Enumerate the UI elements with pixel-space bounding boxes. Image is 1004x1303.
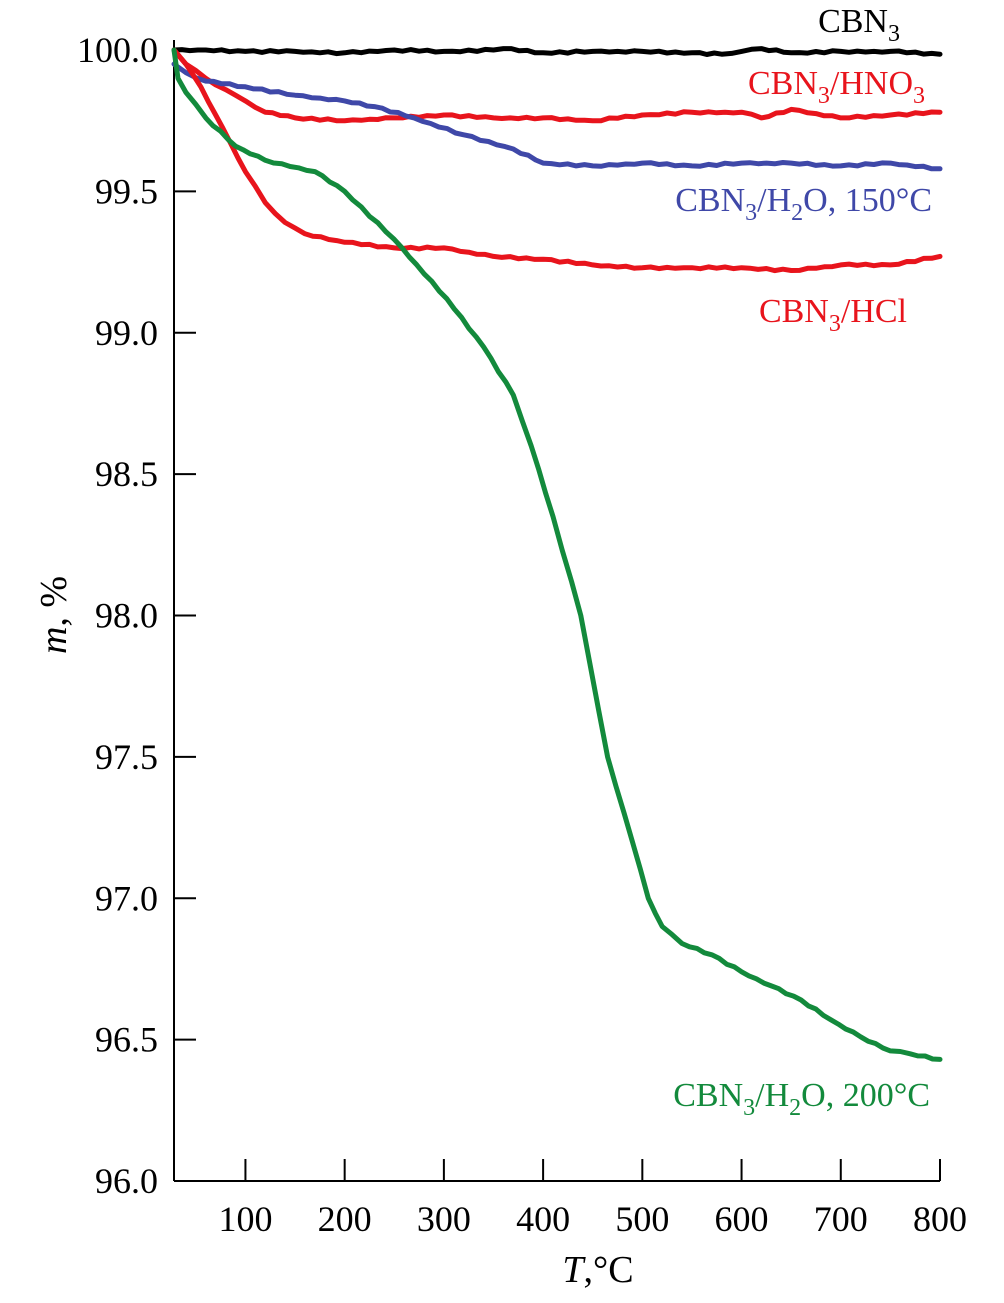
series-label-2: CBN3/H2O, 150°C [675, 182, 932, 226]
y-tick-label: 98.0 [95, 596, 158, 636]
label-part: 3 [745, 200, 757, 226]
y-axis-title: m, % [33, 576, 75, 654]
y-tick-label: 96.0 [95, 1161, 158, 1201]
x-tick-label: 800 [913, 1199, 967, 1239]
label-part: 2 [789, 1095, 801, 1121]
series-label-0: CBN3 [818, 3, 900, 47]
x-tick-label: 500 [615, 1199, 669, 1239]
series-lines [171, 46, 943, 1062]
series-label-1: CBN3/HNO3 [748, 65, 925, 109]
y-tick-label: 97.5 [95, 737, 158, 777]
label-part: O, 150°C [803, 182, 932, 219]
y-tick-label: 96.5 [95, 1020, 158, 1060]
series-line-1 [171, 47, 943, 124]
x-tick-label: 200 [318, 1199, 372, 1239]
label-part: CBN [818, 3, 888, 40]
label-part: 3 [888, 21, 900, 47]
label-part: 3 [913, 83, 925, 109]
axes: 100 200 300 400 500 600 700 800 96.0 96.5 97.0 97.5… [77, 30, 967, 1239]
y-tick-label: 97.0 [95, 878, 158, 918]
label-part: CBN [675, 182, 745, 219]
y-tick-label: 98.5 [95, 454, 158, 494]
label-part: 3 [829, 311, 841, 337]
x-tick-label: 400 [516, 1199, 570, 1239]
x-tick-label: 300 [417, 1199, 471, 1239]
series-line-4 [171, 47, 943, 1062]
label-part: CBN [748, 65, 818, 102]
y-tick-label: 100.0 [77, 30, 158, 70]
series-label-4: CBN3/H2O, 200°C [673, 1077, 930, 1121]
x-axis-title: T,°C [562, 1249, 633, 1291]
series-line-3 [171, 47, 943, 274]
label-part: /HNO [830, 65, 913, 102]
label-part: /H [757, 182, 791, 219]
series-line-2 [171, 61, 943, 172]
label-part: /HCl [841, 293, 907, 330]
label-part: O, 200°C [801, 1077, 930, 1114]
series-label-3: CBN3/HCl [759, 293, 907, 337]
label-part: 3 [743, 1095, 755, 1121]
y-tick-label: 99.0 [95, 313, 158, 353]
series-line-0 [171, 46, 943, 57]
label-part: CBN [759, 293, 829, 330]
x-tick-label: 600 [715, 1199, 769, 1239]
x-tick-label: 100 [218, 1199, 272, 1239]
label-part: /H [755, 1077, 789, 1114]
y-tick-label: 99.5 [95, 171, 158, 211]
x-tick-label: 700 [814, 1199, 868, 1239]
label-part: 2 [791, 200, 803, 226]
label-part: 3 [818, 83, 830, 109]
label-part: CBN [673, 1077, 743, 1114]
